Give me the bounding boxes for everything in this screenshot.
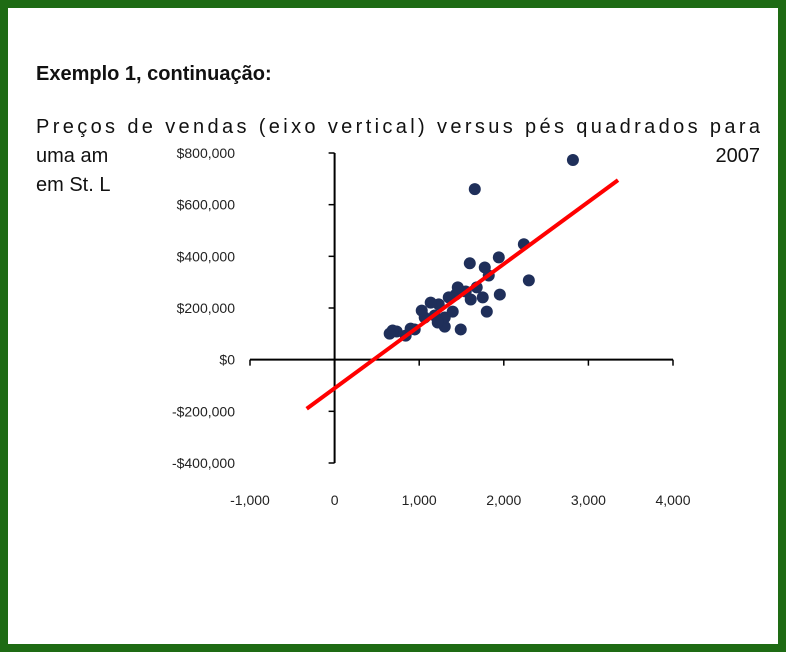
scatter-point <box>431 316 444 329</box>
scatter-point <box>493 288 506 301</box>
paragraph-line: 2007 <box>716 145 761 167</box>
trend-line <box>305 178 620 411</box>
x-tick-label: 0 <box>331 492 339 508</box>
y-tick-label: $200,000 <box>177 300 236 316</box>
scatter-point <box>415 304 428 317</box>
y-tick-label: $0 <box>219 352 235 368</box>
scatter-point <box>383 327 396 340</box>
x-tick-label: 2,000 <box>486 492 521 508</box>
scatter-point <box>424 296 437 309</box>
paragraph-line: Preços de vendas (eixo vertical) versus … <box>36 116 761 138</box>
x-tick-label: 4,000 <box>655 492 690 508</box>
scatter-point <box>464 293 477 306</box>
scatter-point <box>451 281 464 294</box>
scatter-point <box>492 251 505 264</box>
y-tick-label: $600,000 <box>177 197 236 213</box>
y-tick-label: $400,000 <box>177 248 236 264</box>
y-tick-label: -$200,000 <box>172 403 235 419</box>
scatter-point <box>468 183 481 196</box>
scatter-point <box>522 274 535 287</box>
paragraph-line: em St. L <box>36 174 110 196</box>
scatter-point <box>480 305 493 318</box>
x-tick-label: -1,000 <box>230 492 270 508</box>
y-tick-label: $800,000 <box>177 145 236 161</box>
scatter-point <box>476 291 489 304</box>
scatter-point <box>566 153 579 166</box>
y-tick-label: -$400,000 <box>172 455 235 471</box>
x-tick-label: 3,000 <box>571 492 606 508</box>
scatter-point <box>446 305 459 318</box>
scatter-point <box>463 257 476 270</box>
paragraph-line: uma am <box>36 145 108 167</box>
heading: Exemplo 1, continuação: <box>36 63 272 85</box>
scatter-point <box>454 323 467 336</box>
x-tick-label: 1,000 <box>402 492 437 508</box>
